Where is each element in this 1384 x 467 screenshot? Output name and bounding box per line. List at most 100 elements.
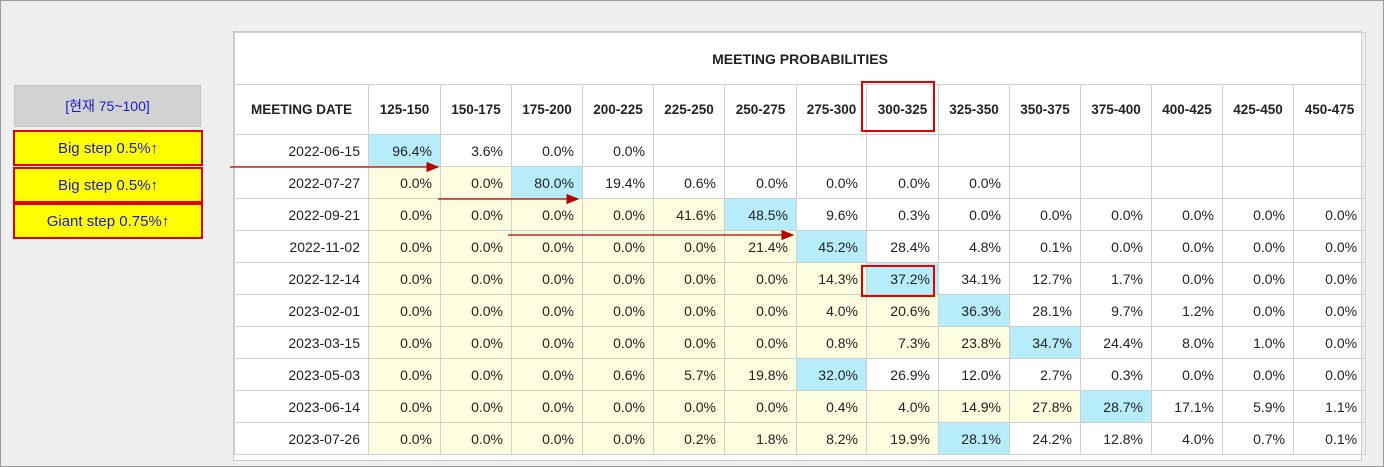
probability-cell: 0.0% [511, 390, 583, 423]
table-row: 2022-06-15 96.4% 3.6% 0.0% 0.0% [234, 134, 1367, 167]
probability-cell: 4.0% [1151, 422, 1223, 455]
probability-cell: 24.2% [1009, 422, 1081, 455]
probability-cell: 0.6% [653, 166, 725, 199]
probability-cell [938, 134, 1010, 167]
probability-cell: 28.4% [866, 230, 939, 263]
column-header-300-325: 300-325 [866, 84, 939, 135]
meeting-date-cell: 2023-07-26 [234, 422, 369, 455]
probability-cell: 0.0% [1292, 294, 1367, 327]
column-header-275-300: 275-300 [796, 84, 867, 135]
probability-cell: 0.0% [653, 390, 725, 423]
probability-cell: 0.0% [440, 262, 512, 295]
probability-cell: 27.8% [1009, 390, 1081, 423]
probability-cell [1222, 166, 1294, 199]
meeting-date-cell: 2022-11-02 [234, 230, 369, 263]
probability-cell: 0.3% [866, 198, 939, 231]
probability-cell: 0.0% [1151, 262, 1223, 295]
probability-cell: 0.0% [1222, 198, 1294, 231]
probability-cell: 0.7% [1222, 422, 1294, 455]
probability-cell: 0.0% [653, 294, 725, 327]
probability-cell: 0.4% [796, 390, 867, 423]
probability-cell-highlighted: 48.5% [724, 198, 797, 231]
probability-cell: 1.8% [724, 422, 797, 455]
column-header-400-425: 400-425 [1151, 84, 1223, 135]
probability-cell: 24.4% [1080, 326, 1152, 359]
probability-cell: 19.4% [582, 166, 654, 199]
probability-cell [866, 134, 939, 167]
probability-cell [796, 134, 867, 167]
probability-cell: 21.4% [724, 230, 797, 263]
probability-cell: 0.0% [440, 390, 512, 423]
probability-cell: 0.0% [440, 294, 512, 327]
table-row: 2023-05-03 0.0% 0.0% 0.0% 0.6% 5.7% 19.8% 32.0%… [234, 358, 1367, 391]
probability-cell: 9.6% [796, 198, 867, 231]
probability-cell: 0.0% [1222, 358, 1294, 391]
probability-cell: 7.3% [866, 326, 939, 359]
probability-cell: 26.9% [866, 358, 939, 391]
probability-cell: 0.0% [582, 390, 654, 423]
probability-cell: 1.0% [1222, 326, 1294, 359]
probability-cell: 0.0% [1222, 294, 1294, 327]
probability-cell [1151, 134, 1223, 167]
probability-cell: 0.0% [511, 422, 583, 455]
probability-cell: 0.0% [1292, 358, 1367, 391]
probability-cell [1292, 134, 1367, 167]
probability-cell-highlighted: 80.0% [511, 166, 583, 199]
table-row: 2023-07-26 0.0% 0.0% 0.0% 0.0% 0.2% 1.8% 8.2% 19… [234, 422, 1367, 455]
probability-cell: 2.7% [1009, 358, 1081, 391]
probability-cell: 0.0% [368, 262, 441, 295]
probability-cell: 5.9% [1222, 390, 1294, 423]
table-row: 2023-02-01 0.0% 0.0% 0.0% 0.0% 0.0% 0.0% 4.0% 20… [234, 294, 1367, 327]
column-header-250-275: 250-275 [724, 84, 797, 135]
probability-cell: 0.0% [368, 390, 441, 423]
probability-cell: 0.3% [1080, 358, 1152, 391]
probability-cell: 0.0% [368, 358, 441, 391]
probability-cell: 0.0% [368, 326, 441, 359]
probability-cell [653, 134, 725, 167]
probability-cell: 0.0% [724, 390, 797, 423]
probability-cell: 0.0% [1009, 198, 1081, 231]
probability-cell: 0.1% [1292, 422, 1367, 455]
probability-cell: 20.6% [866, 294, 939, 327]
probability-cell: 0.0% [653, 262, 725, 295]
column-header-325-350: 325-350 [938, 84, 1010, 135]
probability-cell-highlighted: 34.7% [1009, 326, 1081, 359]
probability-cell: 12.0% [938, 358, 1010, 391]
column-header-125-150: 125-150 [368, 84, 441, 135]
probability-cell: 0.0% [724, 326, 797, 359]
probability-cell-highlighted: 36.3% [938, 294, 1010, 327]
probability-cell: 19.9% [866, 422, 939, 455]
probability-cell: 0.0% [582, 262, 654, 295]
probability-cell: 0.0% [511, 294, 583, 327]
probability-cell: 0.0% [368, 198, 441, 231]
probability-cell: 1.7% [1080, 262, 1152, 295]
probability-cell [724, 134, 797, 167]
probability-cell-highlighted: 28.1% [938, 422, 1010, 455]
probability-cell: 0.0% [440, 326, 512, 359]
column-header-meeting-date: MEETING DATE [234, 84, 369, 135]
table-row: 2022-11-02 0.0% 0.0% 0.0% 0.0% 0.0% 21.4% 45.2%… [234, 230, 1367, 263]
probability-cell: 0.0% [440, 358, 512, 391]
probability-cell [1009, 166, 1081, 199]
column-header-450-475: 450-475 [1292, 84, 1367, 135]
probability-cell: 0.1% [1009, 230, 1081, 263]
probability-cell: 0.0% [440, 198, 512, 231]
probability-cell: 0.0% [511, 326, 583, 359]
probability-cell: 0.0% [1292, 230, 1367, 263]
probability-cell: 14.9% [938, 390, 1010, 423]
probability-cell: 41.6% [653, 198, 725, 231]
probability-cell: 0.0% [1151, 230, 1223, 263]
probability-cell: 0.0% [440, 230, 512, 263]
meeting-date-cell: 2023-06-14 [234, 390, 369, 423]
probability-cell: 0.0% [511, 230, 583, 263]
step-label-1: Big step 0.5%↑ [13, 130, 203, 166]
meeting-date-cell: 2023-03-15 [234, 326, 369, 359]
probability-cell: 14.3% [796, 262, 867, 295]
probability-cell: 0.0% [1151, 198, 1223, 231]
probability-cell: 0.8% [796, 326, 867, 359]
column-header-425-450: 425-450 [1222, 84, 1294, 135]
table-row: 2022-07-27 0.0% 0.0% 80.0% 19.4% 0.6% 0.0% 0.0%… [234, 166, 1367, 199]
probability-cell: 0.0% [511, 134, 583, 167]
probability-cell: 0.0% [938, 198, 1010, 231]
column-header-175-200: 175-200 [511, 84, 583, 135]
